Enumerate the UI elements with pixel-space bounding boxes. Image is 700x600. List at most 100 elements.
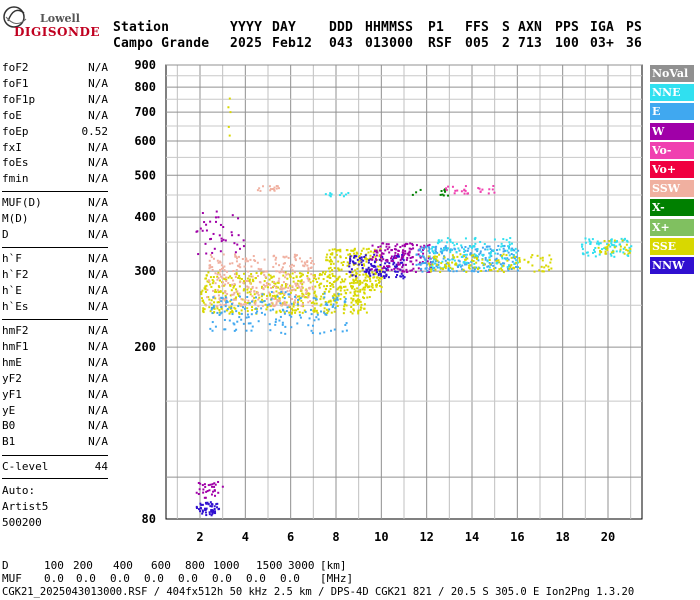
echo-point — [367, 261, 370, 264]
echo-point — [246, 277, 249, 280]
echo-point — [222, 238, 225, 241]
echo-point — [550, 267, 553, 270]
echo-point — [320, 282, 323, 285]
echo-point — [533, 270, 536, 273]
echo-point — [307, 269, 310, 272]
echo-point — [237, 276, 240, 279]
echo-point — [346, 264, 349, 267]
echo-point — [200, 293, 203, 296]
param-name: yF2 — [2, 371, 22, 385]
echo-point — [483, 267, 486, 270]
echo-point — [383, 265, 386, 268]
param-value: N/A — [88, 387, 108, 401]
echo-point — [462, 248, 465, 251]
echo-point — [283, 292, 286, 295]
echo-point — [492, 264, 495, 267]
echo-point — [224, 297, 227, 300]
echo-point — [242, 322, 245, 325]
echo-point — [606, 248, 609, 251]
echo-point — [341, 278, 344, 281]
echo-point — [514, 265, 517, 268]
param-value: N/A — [88, 419, 108, 433]
echo-point — [203, 496, 206, 499]
header-value: 013000 — [365, 36, 414, 51]
echo-point — [297, 279, 300, 282]
echo-point — [502, 250, 505, 253]
echo-point — [403, 276, 406, 279]
echo-point — [358, 255, 361, 258]
echo-point — [206, 296, 209, 299]
echo-point — [220, 311, 223, 314]
echo-point — [272, 265, 275, 268]
echo-point — [432, 255, 435, 258]
echo-point — [486, 245, 489, 248]
echo-point — [213, 247, 216, 250]
echo-point — [428, 243, 431, 246]
echo-point — [339, 286, 342, 289]
echo-point — [295, 282, 298, 285]
echo-point — [378, 270, 381, 273]
header-value: 100 — [555, 36, 580, 51]
echo-point — [325, 308, 328, 311]
echo-point — [208, 513, 211, 516]
echo-point — [365, 260, 368, 263]
echo-point — [497, 259, 500, 262]
echo-point — [371, 286, 374, 289]
echo-point — [216, 278, 219, 281]
echo-point — [606, 243, 609, 246]
echo-point — [238, 281, 241, 284]
echo-point — [610, 239, 613, 242]
echo-point — [312, 301, 315, 304]
echo-point — [488, 256, 491, 259]
echo-point — [307, 301, 310, 304]
echo-point — [224, 291, 227, 294]
echo-point — [364, 283, 367, 286]
echo-point — [246, 310, 249, 313]
echo-point — [348, 275, 351, 278]
echo-point — [348, 265, 351, 268]
echo-point — [433, 257, 436, 260]
echo-point — [248, 279, 251, 282]
echo-point — [330, 311, 333, 314]
echo-point — [282, 262, 285, 265]
echo-point — [503, 262, 506, 265]
echo-point — [582, 252, 585, 255]
echo-point — [486, 265, 489, 268]
echo-point — [221, 276, 224, 279]
echo-point — [391, 258, 394, 261]
echo-point — [356, 258, 359, 261]
echo-point — [217, 261, 220, 264]
echo-point — [233, 273, 236, 276]
echo-point — [458, 263, 461, 266]
echo-point — [223, 284, 226, 287]
echo-point — [461, 246, 464, 249]
echo-point — [351, 274, 354, 277]
footer-d-value: [km] — [320, 559, 347, 572]
echo-point — [288, 306, 291, 309]
echo-point — [427, 257, 430, 260]
echo-point — [310, 266, 313, 269]
echo-point — [295, 309, 298, 312]
echo-point — [313, 292, 316, 295]
echo-point — [228, 306, 231, 309]
echo-point — [230, 277, 233, 280]
echo-point — [438, 253, 441, 256]
echo-point — [387, 269, 390, 272]
echo-point — [628, 250, 631, 253]
echo-point — [217, 301, 220, 304]
echo-point — [232, 322, 235, 325]
echo-point — [201, 484, 204, 487]
echo-point — [603, 247, 606, 250]
echo-point — [311, 288, 314, 291]
echo-point — [293, 253, 296, 256]
echo-point — [223, 318, 226, 321]
legend-item: NNW — [650, 257, 694, 274]
echo-point — [352, 280, 355, 283]
echo-point — [514, 247, 517, 250]
echo-point — [304, 310, 307, 313]
echo-point — [371, 284, 374, 287]
echo-point — [431, 261, 434, 264]
echo-point — [506, 267, 509, 270]
echo-point — [359, 308, 362, 311]
echo-point — [225, 301, 228, 304]
